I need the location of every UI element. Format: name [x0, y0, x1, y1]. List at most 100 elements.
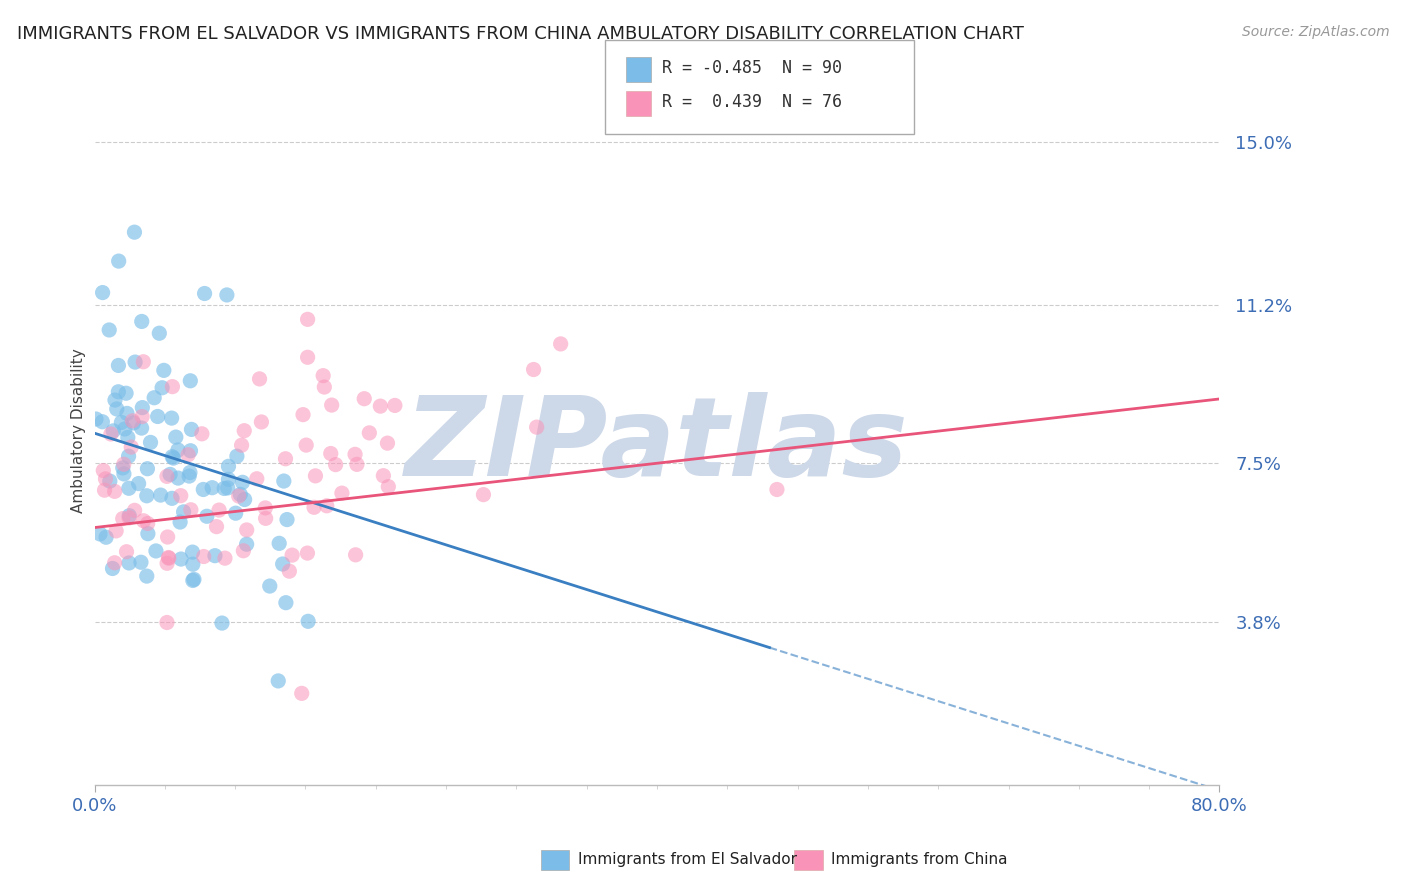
Point [235, 523, 257, 537]
Point [181, 558, 204, 572]
Point [112, 467, 135, 481]
Point [124, 503, 146, 517]
Point [526, 420, 548, 434]
Point [84, 412, 107, 426]
Point [100, 427, 122, 442]
Point [229, 487, 252, 501]
Point [169, 515, 191, 529]
Point [233, 424, 256, 438]
Point [235, 537, 257, 551]
Point [281, 548, 304, 562]
Point [228, 489, 250, 503]
Point [215, 288, 238, 302]
Point [136, 526, 159, 541]
Text: IMMIGRANTS FROM EL SALVADOR VS IMMIGRANTS FROM CHINA AMBULATORY DISABILITY CORRE: IMMIGRANTS FROM EL SALVADOR VS IMMIGRANT… [17, 25, 1024, 43]
Point [118, 556, 141, 570]
Point [766, 483, 789, 497]
Y-axis label: Ambulatory Disability: Ambulatory Disability [72, 349, 86, 514]
Point [150, 381, 173, 395]
Point [173, 505, 195, 519]
Point [344, 447, 367, 461]
Point [180, 422, 202, 436]
Point [162, 451, 184, 466]
Point [259, 579, 281, 593]
Point [98, 474, 121, 488]
Point [167, 471, 190, 485]
Point [183, 572, 205, 586]
Point [297, 351, 319, 365]
Point [114, 422, 136, 436]
Text: R =  0.439  N = 76: R = 0.439 N = 76 [662, 94, 842, 112]
Point [377, 480, 399, 494]
Point [267, 673, 290, 688]
Point [211, 616, 233, 631]
Point [276, 512, 298, 526]
Point [128, 476, 150, 491]
Point [115, 406, 138, 420]
Point [124, 355, 146, 369]
Point [135, 489, 157, 503]
Point [250, 415, 273, 429]
Point [115, 386, 138, 401]
Point [297, 312, 319, 326]
Point [359, 425, 381, 440]
Point [136, 461, 159, 475]
Point [205, 519, 228, 533]
Point [118, 508, 141, 523]
Point [112, 457, 135, 471]
Point [254, 500, 277, 515]
Point [217, 481, 239, 495]
Text: Immigrants from El Salvador: Immigrants from El Salvador [578, 853, 797, 867]
Point [179, 443, 201, 458]
Point [278, 564, 301, 578]
Text: R = -0.485  N = 90: R = -0.485 N = 90 [662, 60, 842, 78]
Point [132, 514, 155, 528]
Point [246, 472, 269, 486]
Point [315, 499, 337, 513]
Point [170, 552, 193, 566]
Point [160, 491, 183, 506]
Point [191, 426, 214, 441]
Point [153, 363, 176, 377]
Point [231, 438, 253, 452]
Point [373, 468, 395, 483]
Point [160, 411, 183, 425]
Point [232, 543, 254, 558]
Text: ZIPatlas: ZIPatlas [405, 392, 908, 499]
Point [304, 468, 326, 483]
Point [94, 472, 117, 486]
Point [156, 530, 179, 544]
Point [231, 475, 253, 490]
Point [104, 392, 127, 407]
Point [302, 500, 325, 515]
Point [225, 449, 247, 463]
Point [254, 511, 277, 525]
Point [325, 458, 347, 472]
Point [181, 545, 204, 559]
Point [353, 392, 375, 406]
Point [195, 509, 218, 524]
Point [204, 549, 226, 563]
Point [218, 459, 240, 474]
Point [179, 469, 201, 483]
Point [274, 596, 297, 610]
Point [121, 414, 143, 428]
Point [111, 511, 134, 525]
Point [214, 551, 236, 566]
Point [157, 551, 180, 566]
Point [91, 415, 114, 429]
Point [180, 503, 202, 517]
Point [179, 466, 201, 480]
Point [167, 442, 190, 457]
Point [148, 326, 170, 341]
Point [274, 451, 297, 466]
Point [111, 461, 134, 475]
Point [384, 399, 406, 413]
Point [149, 488, 172, 502]
Point [208, 503, 231, 517]
Point [330, 486, 353, 500]
Point [93, 483, 115, 498]
Point [181, 574, 204, 588]
Point [136, 516, 159, 531]
Point [193, 483, 215, 497]
